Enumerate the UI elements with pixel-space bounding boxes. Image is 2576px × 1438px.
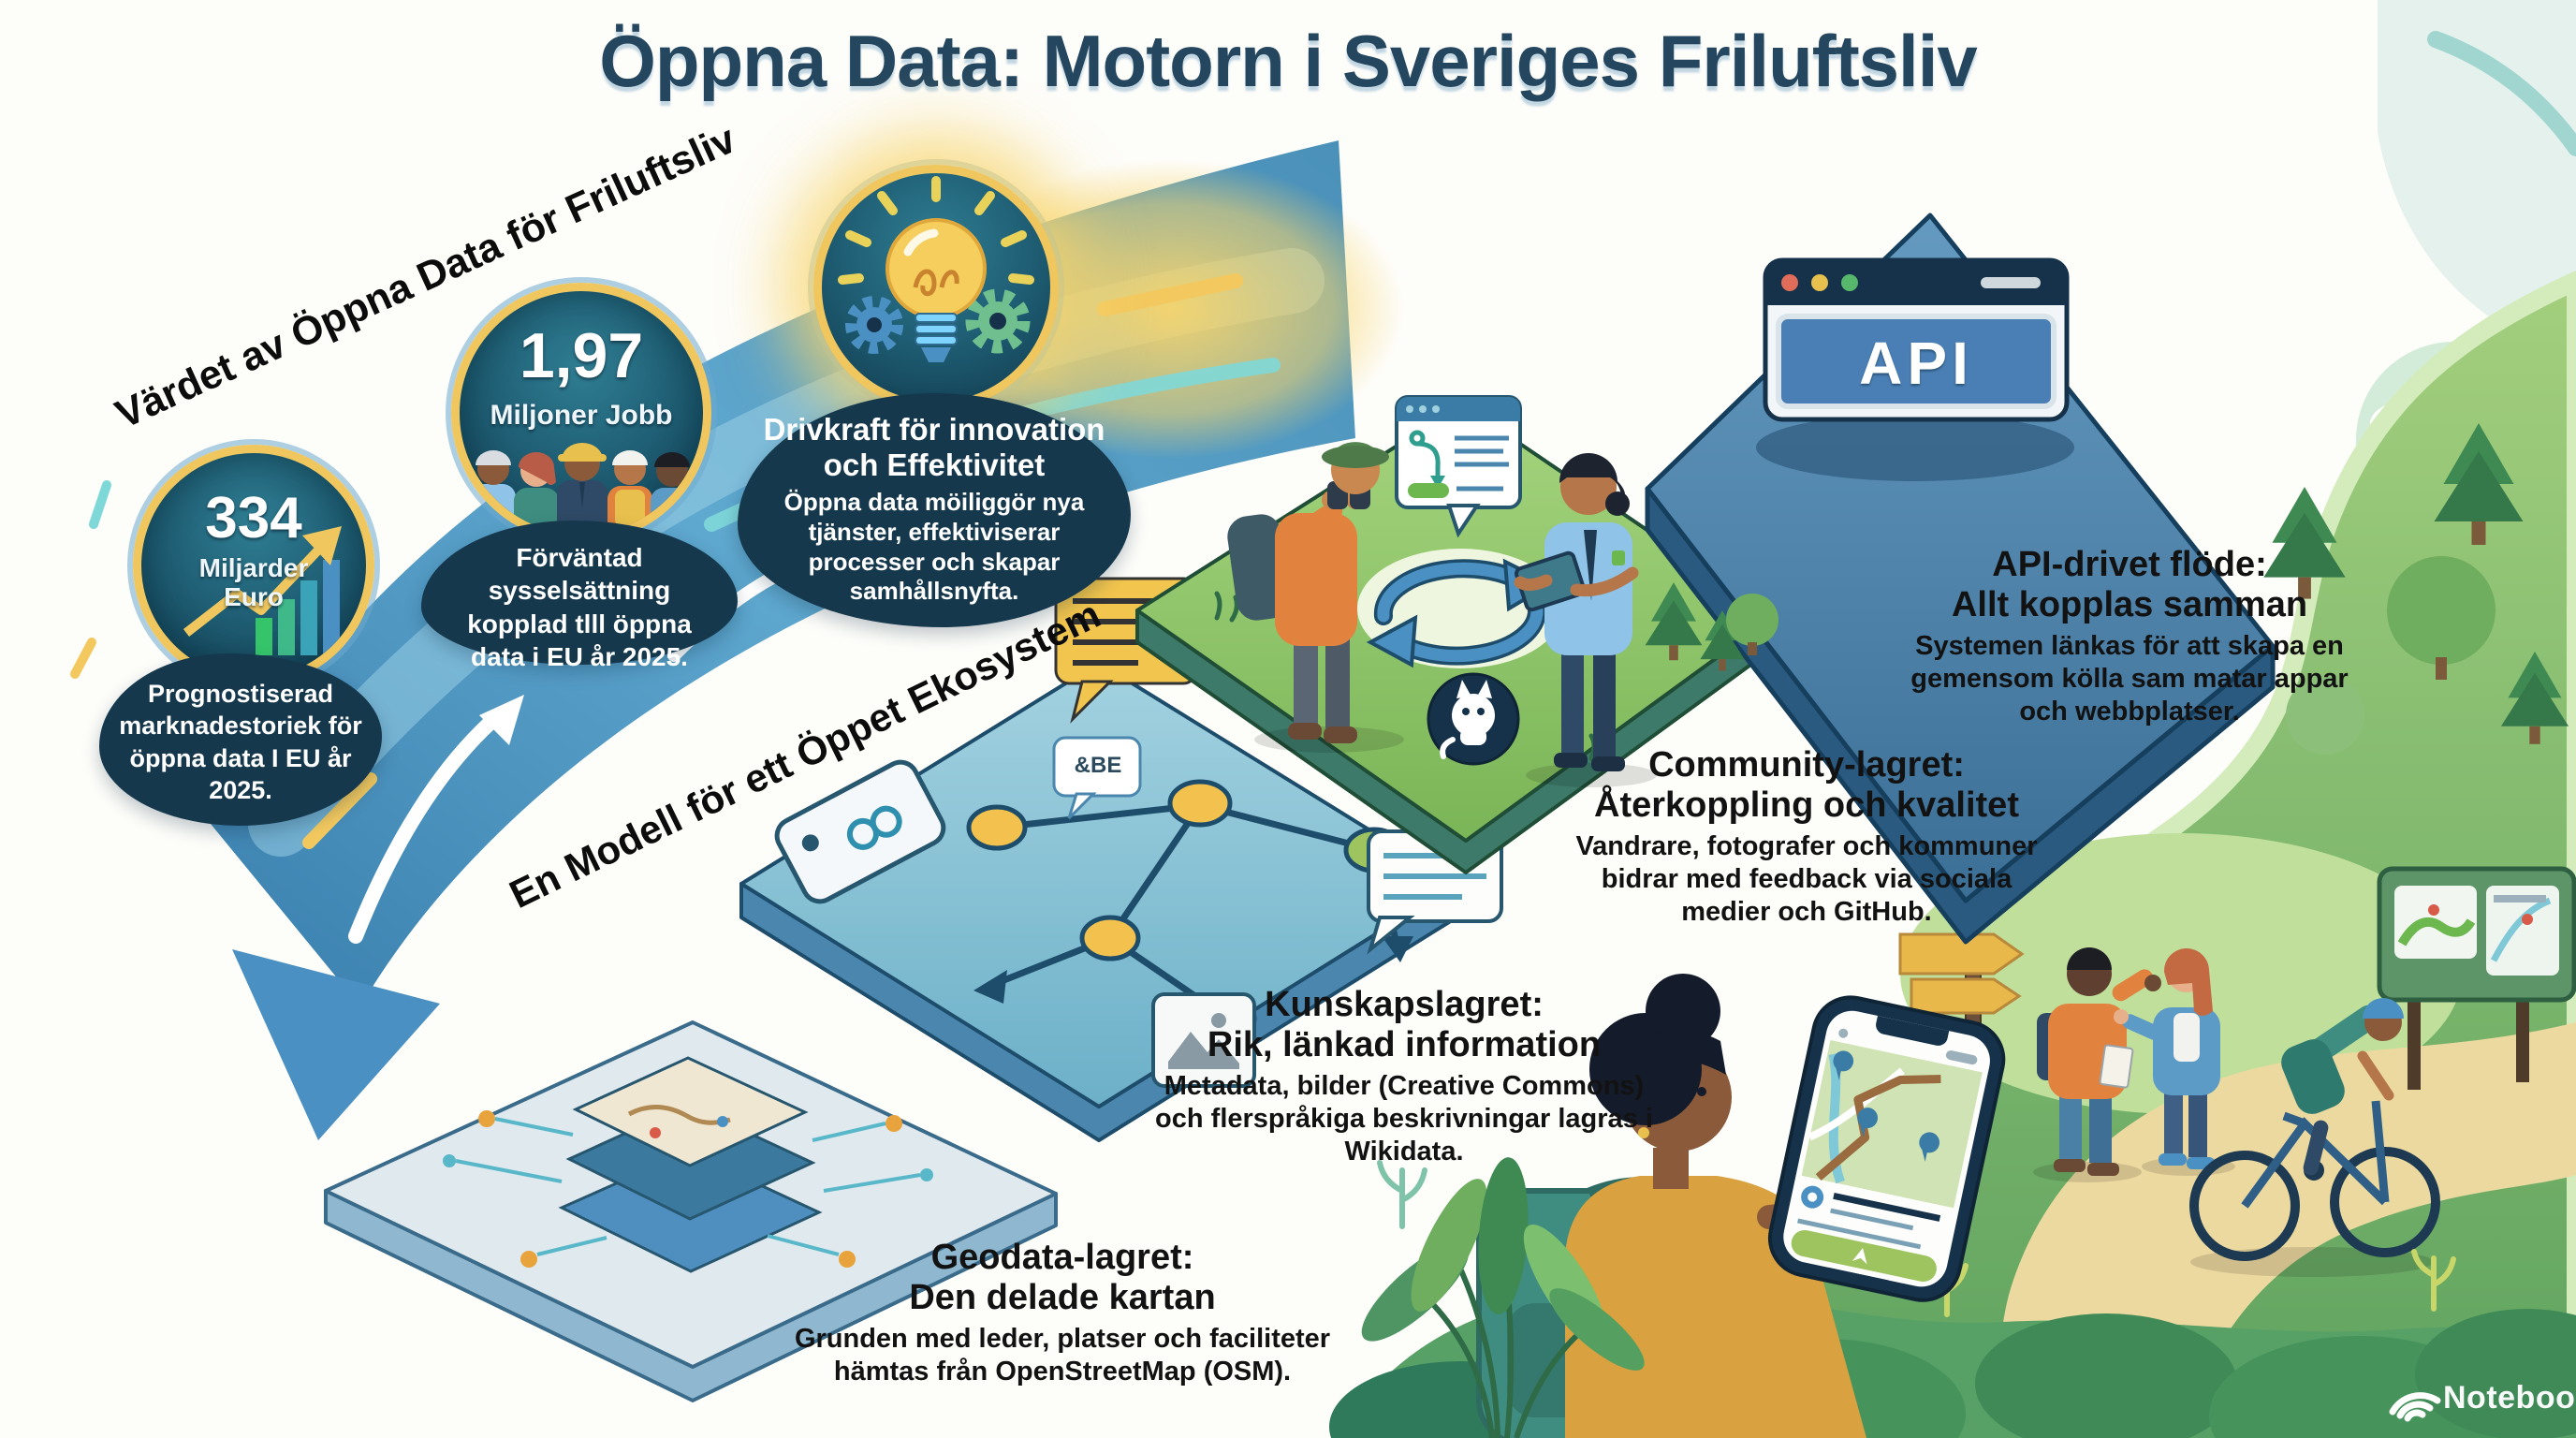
stat-unit: Miljarder Euro [198,553,309,611]
platform-knowledge [739,577,1503,1142]
phone-mockup [1767,995,2006,1302]
caption-community: Community-lagret: Återkoppling och kvali… [1554,745,2059,928]
knowledge-heading: Kunskapslagret: [1265,985,1544,1024]
hiker-man-figure [2033,947,2161,1182]
gear-icon-left [845,296,903,354]
phone-map [1801,1040,1983,1209]
knowledge-bubble-label: &BE [1074,753,1122,778]
plant-foreground [1361,1157,1645,1438]
community-body: Vandrare, fotografer och kommuner bidrar… [1575,831,2038,927]
info-board [2377,866,2576,1090]
stat-circle-334: 334 Miljarder Euro [133,445,374,686]
browser-window-icon [1763,257,2070,422]
api-body: Systemen länkas för att skapa en gemenso… [1910,631,2349,726]
api-heading: API-drivet flöde: [1992,545,2267,584]
geodata-body: Grunden med leder, platser och facilitet… [794,1324,1331,1387]
caption-knowledge: Kunskapslagret: Rik, länkad information … [1151,985,1657,1167]
api-window-label: API [1859,330,1973,397]
gear-icon-right [965,288,1031,354]
caption-bubble-market: Prognostiserad marknadestoriek för öppna… [99,653,382,826]
stat-value: 1,97 [519,320,644,391]
layer-stack-icon [443,1056,933,1273]
knowledge-subheading: Rik, länkad information [1207,1024,1602,1064]
page-title: Öppna Data: Motorn i Sveriges Friluftsli… [599,20,1978,102]
knowledge-body: Metadata, bilder (Creative Commons) och … [1155,1071,1653,1167]
innovation-heading: Drivkraft för innovation och Effektivite… [763,412,1105,482]
caption-bubble-jobs: Förväntad sysselsättning kopplad tlll öp… [421,521,738,671]
network-links [990,801,1400,1021]
speech-bubble-abe-icon [1052,736,1142,820]
caption-api: API-drivet flöde: Allt kopplas samman Sy… [1898,545,2361,727]
hiker-figure [1227,442,1404,753]
stat-value: 334 [205,486,302,550]
platform-geodata [324,1020,1058,1402]
community-heading: Community-lagret: [1648,745,1965,785]
geodata-subheading: Den delade kartan [909,1277,1216,1317]
watermark-label: NotebookLM [2443,1380,2576,1416]
stat-circle-197: 1,97 Miljoner Jobb [451,283,711,543]
community-subheading: Återkoppling och kvalitet [1594,785,2019,825]
teal-streak [2427,31,2576,156]
api-subheading: Allt kopplas samman [1951,584,2308,624]
growth-chart-icon [183,526,342,655]
innovation-body: Öppna data möiliggör nya tjänster, effek… [783,488,1085,606]
photo-icon [1151,992,1256,1088]
checklist-card-icon [1395,395,1522,538]
ranger-figure [1514,453,1657,787]
lightbulb-icon [838,176,1034,362]
platform-api [1645,213,2276,945]
white-arrow-icon [348,695,524,944]
stat-unit: Miljoner Jobb [490,400,673,431]
hiker-woman-figure [2114,947,2235,1176]
caption-geodata: Geodata-lagret: Den delade kartan Grunde… [791,1238,1334,1388]
tag-icon [774,759,946,904]
geodata-heading: Geodata-lagret: [930,1238,1194,1277]
github-icon [1427,672,1520,766]
watermark-logo-icon [2389,1392,2441,1422]
sync-arrows-icon [1357,549,1563,668]
innovation-circle [813,165,1059,410]
cyclist-figure [2189,998,2440,1277]
swoosh-arrow [232,949,440,1140]
caption-bubble-innovation: Drivkraft för innovation och Effektivite… [738,393,1131,627]
community-contents [1227,395,1778,787]
teal-sprig-icon [1377,1160,1427,1229]
